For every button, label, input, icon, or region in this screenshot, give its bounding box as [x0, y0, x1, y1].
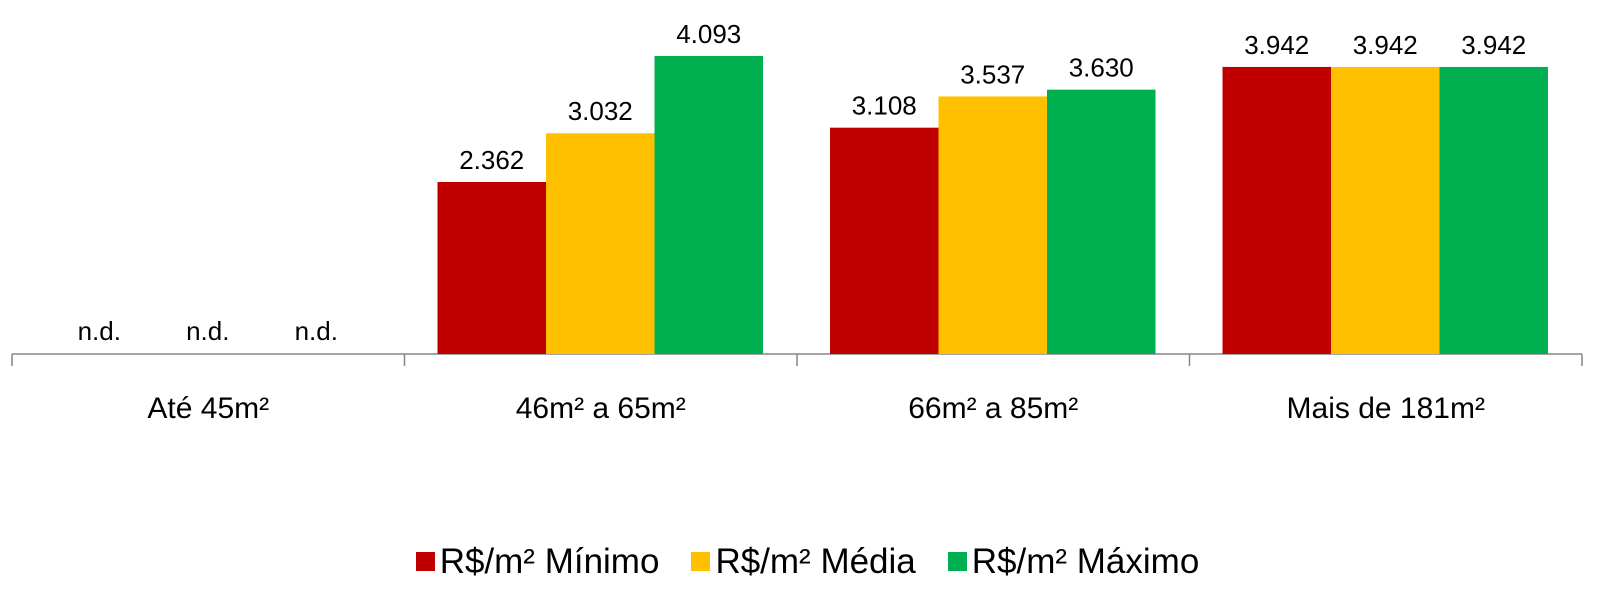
- data-label: n.d.: [295, 316, 338, 346]
- legend-item: R$/m² Mínimo: [415, 541, 660, 581]
- data-label: 3.108: [852, 91, 917, 121]
- bar: [1439, 66, 1548, 355]
- bar: [1222, 66, 1331, 355]
- data-label: 3.942: [1244, 30, 1309, 60]
- data-label: 3.942: [1353, 30, 1418, 60]
- bar: [546, 133, 655, 354]
- legend-swatch: [947, 551, 967, 571]
- x-tick-label: 66m² a 85m²: [908, 392, 1078, 425]
- legend-label: R$/m² Mínimo: [439, 541, 660, 581]
- data-label: n.d.: [78, 316, 121, 346]
- bar: [1331, 66, 1440, 355]
- data-label: 4.093: [676, 19, 741, 49]
- legend-swatch: [691, 551, 711, 571]
- legend-item: R$/m² Média: [691, 541, 916, 581]
- bar: [654, 55, 763, 354]
- x-tick-label: 46m² a 65m²: [516, 392, 686, 425]
- bar: [1047, 89, 1156, 355]
- legend-item: R$/m² Máximo: [947, 541, 1200, 581]
- data-label: 3.630: [1069, 53, 1134, 83]
- legend-label: R$/m² Média: [715, 541, 916, 581]
- data-label: 3.942: [1461, 30, 1526, 60]
- x-tick-label: Mais de 181m²: [1287, 392, 1485, 425]
- legend-swatch: [415, 551, 435, 571]
- data-label: n.d.: [186, 316, 229, 346]
- bar: [830, 127, 939, 354]
- x-tick-label: Até 45m²: [147, 392, 269, 425]
- data-label: 2.362: [459, 145, 524, 175]
- data-label: 3.032: [568, 96, 633, 126]
- bar: [437, 181, 546, 354]
- bar-chart: Até 45m² n.d. n.d. n.d. 46m² a 65m² 2.362 3.03…: [11, 19, 1583, 425]
- data-label: 3.537: [960, 59, 1025, 89]
- bar: [938, 96, 1047, 354]
- chart-legend: R$/m² Mínimo R$/m² Média R$/m² Máximo: [0, 536, 1615, 586]
- legend-label: R$/m² Máximo: [971, 541, 1200, 581]
